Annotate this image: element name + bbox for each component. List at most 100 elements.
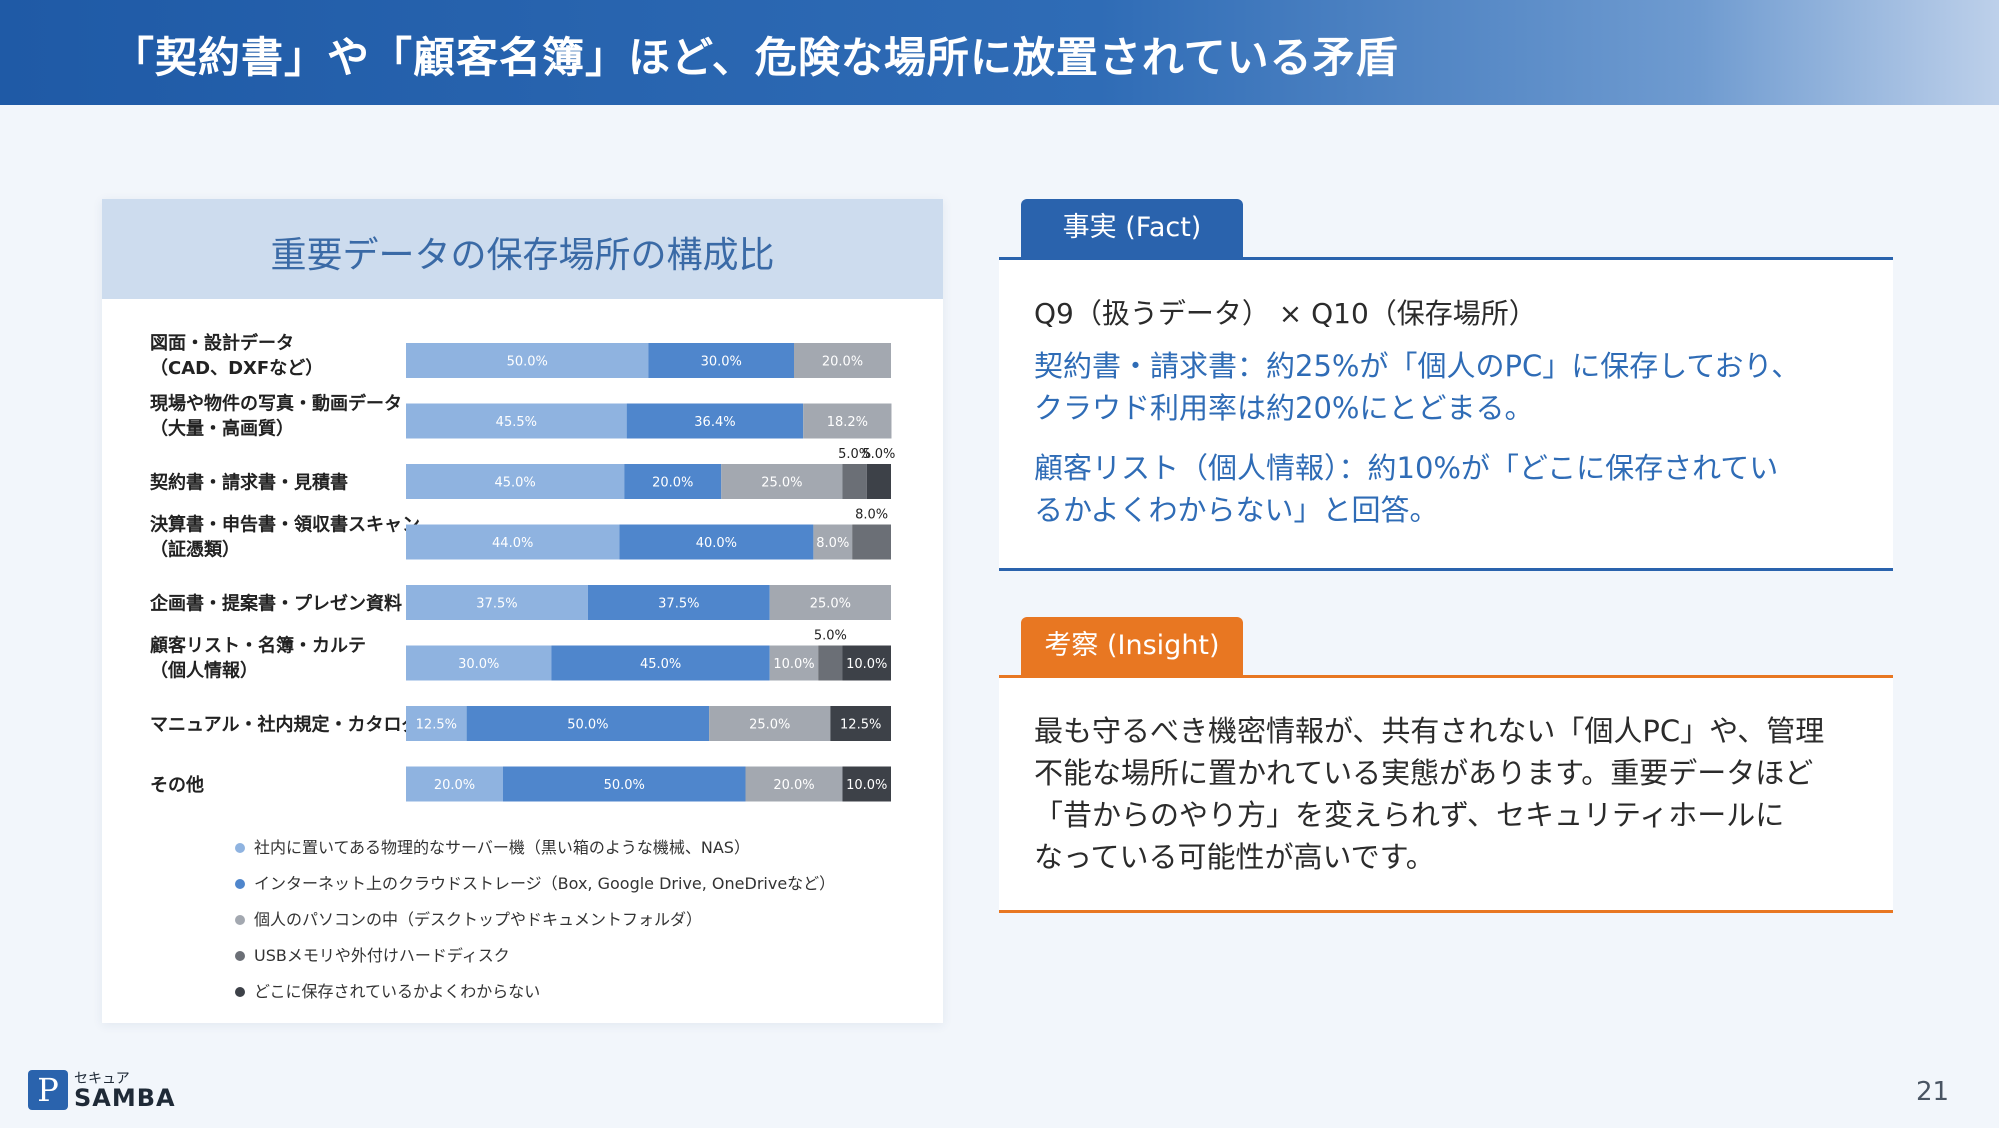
data-label: 45.0% xyxy=(494,476,535,491)
category-label: （個人情報） xyxy=(150,660,258,682)
data-label: 10.0% xyxy=(846,778,887,793)
data-label: 10.0% xyxy=(773,657,814,672)
legend-marker xyxy=(235,987,245,997)
data-label: 50.0% xyxy=(507,355,548,370)
bar-segment xyxy=(852,524,891,560)
category-label: 図面・設計データ xyxy=(150,332,294,354)
data-label: 5.0% xyxy=(814,629,847,644)
bar-segment xyxy=(648,343,794,378)
bar-segment xyxy=(624,464,722,499)
bar-segment xyxy=(842,645,891,681)
bar-segment xyxy=(803,403,892,439)
category-label: 決算書・申告書・領収書スキャン xyxy=(150,514,420,536)
fact-box: Q9（扱うデータ） × Q10（保存場所） 契約書・請求書：約25%が「個人のP… xyxy=(999,257,1893,571)
insight-line: 「昔からのやり方」を変えられず、セキュリティホールに xyxy=(1034,798,1785,832)
logo-kana: セキュア xyxy=(74,1071,130,1087)
bar-segment xyxy=(842,766,891,802)
bar-segment xyxy=(406,706,467,741)
data-label: 30.0% xyxy=(458,657,499,672)
legend-marker xyxy=(235,951,245,961)
bar-segment xyxy=(406,766,503,802)
samba-logo: P セキュア SAMBA xyxy=(28,1070,198,1115)
bar-segment xyxy=(866,464,891,499)
category-label: マニュアル・社内規定・カタログ xyxy=(150,714,419,736)
data-label: 20.0% xyxy=(773,778,814,793)
header-bar: 「契約書」や「顧客名簿」ほど、危険な場所に放置されている矛盾 xyxy=(0,0,1999,105)
category-label: 現場や物件の写真・動画データ xyxy=(150,393,402,415)
bar-segment xyxy=(813,524,853,560)
insight-tab: 考察 (Insight) xyxy=(1021,617,1243,675)
bar-segment xyxy=(551,645,770,681)
data-label: 5.0% xyxy=(838,447,871,462)
legend-marker xyxy=(235,879,245,889)
category-label: （大量・高画質） xyxy=(150,418,294,440)
data-label: 37.5% xyxy=(658,597,699,612)
bar-segment xyxy=(794,343,891,378)
bar-segment xyxy=(709,706,831,741)
bar-segment xyxy=(769,645,819,681)
data-label: 45.5% xyxy=(496,415,537,430)
legend-label: インターネット上のクラウドストレージ（Box, Google Drive, On… xyxy=(254,874,835,893)
fact-line: 顧客リスト（個人情報）：約10%が「どこに保存されてい xyxy=(1034,451,1779,485)
data-label: 18.2% xyxy=(827,415,868,430)
bar-segment xyxy=(406,464,625,499)
bar-segment xyxy=(587,585,770,620)
insight-line: 最も守るべき機密情報が、共有されない「個人PC」や、管理 xyxy=(1034,714,1825,748)
logo-wordmark: SAMBA xyxy=(74,1084,176,1112)
data-label: 20.0% xyxy=(652,476,693,491)
bar-segment xyxy=(830,706,891,741)
bar-segment xyxy=(769,585,891,620)
legend-marker xyxy=(235,843,245,853)
data-label: 25.0% xyxy=(749,718,790,733)
page-number: 21 xyxy=(1916,1077,1950,1107)
data-label: 5.0% xyxy=(862,447,895,462)
page-title: 「契約書」や「顧客名簿」ほど、危険な場所に放置されている矛盾 xyxy=(112,33,1399,82)
data-label: 40.0% xyxy=(696,536,737,551)
bar-segment xyxy=(818,645,843,681)
bar-segment xyxy=(721,464,843,499)
fact-line: クラウド利用率は約20%にとどまる。 xyxy=(1034,391,1534,425)
data-label: 50.0% xyxy=(567,718,608,733)
bar-segment xyxy=(466,706,710,741)
chart-title: 重要データの保存場所の構成比 xyxy=(270,235,775,276)
bar-segment xyxy=(619,524,814,560)
data-label: 37.5% xyxy=(476,597,517,612)
legend-marker xyxy=(235,915,245,925)
data-label: 12.5% xyxy=(416,718,457,733)
insight-line: なっている可能性が高いです。 xyxy=(1034,840,1435,874)
data-label: 30.0% xyxy=(701,355,742,370)
bar-segment xyxy=(626,403,804,439)
data-label: 25.0% xyxy=(761,476,802,491)
fact-tab: 事実 (Fact) xyxy=(1021,199,1243,257)
data-label: 50.0% xyxy=(604,778,645,793)
data-label: 45.0% xyxy=(640,657,681,672)
bar-segment xyxy=(406,585,588,620)
data-label: 20.0% xyxy=(434,778,475,793)
bar-segment xyxy=(406,403,627,439)
fact-heading: Q9（扱うデータ） × Q10（保存場所） xyxy=(1034,297,1537,330)
bar-segment xyxy=(406,343,649,378)
insight-line: 不能な場所に置かれている実態があります。重要データほど xyxy=(1034,756,1814,790)
legend-label: 個人のパソコンの中（デスクトップやドキュメントフォルダ） xyxy=(254,910,702,929)
data-label: 25.0% xyxy=(810,597,851,612)
bar-segment xyxy=(503,766,746,802)
bar-segment xyxy=(745,766,843,802)
data-label: 8.0% xyxy=(855,508,888,523)
category-label: 契約書・請求書・見積書 xyxy=(149,472,348,494)
data-label: 44.0% xyxy=(492,536,533,551)
fact-line: るかよくわからない」と回答。 xyxy=(1034,493,1439,527)
legend-label: 社内に置いてある物理的なサーバー機（黒い箱のような機械、NAS） xyxy=(254,838,750,857)
legend-label: USBメモリや外付けハードディスク xyxy=(254,946,510,965)
data-label: 8.0% xyxy=(816,536,849,551)
bar-segment xyxy=(406,645,552,681)
data-label: 36.4% xyxy=(694,415,735,430)
category-label: 企画書・提案書・プレゼン資料 xyxy=(149,593,402,615)
bar-segment xyxy=(842,464,867,499)
legend-label: どこに保存されているかよくわからない xyxy=(254,982,540,1001)
insight-box: 最も守るべき機密情報が、共有されない「個人PC」や、管理 不能な場所に置かれてい… xyxy=(999,675,1893,913)
category-label: （証憑類） xyxy=(150,539,240,561)
category-label: 顧客リスト・名簿・カルテ xyxy=(150,635,366,657)
data-label: 10.0% xyxy=(846,657,887,672)
category-label: その他 xyxy=(150,774,204,796)
logo-mark-icon: P xyxy=(28,1070,68,1110)
